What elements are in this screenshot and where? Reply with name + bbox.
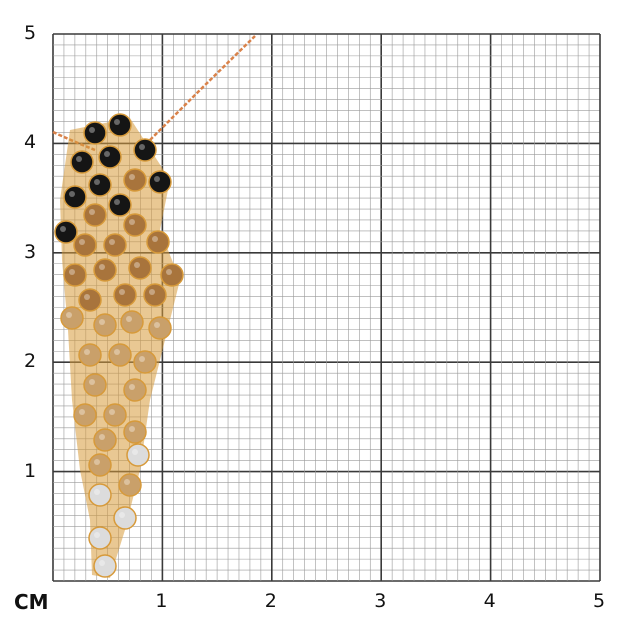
stone-highlight [79, 239, 85, 245]
cognac-stone [146, 230, 170, 254]
black-stone [63, 185, 87, 209]
white-stone [88, 526, 112, 550]
stone-highlight [139, 356, 145, 362]
x-tick-label: 5 [593, 590, 606, 612]
stone-highlight [69, 269, 75, 275]
cognac-stone [160, 263, 184, 287]
black-stone [108, 193, 132, 217]
cognac-stone [93, 258, 117, 282]
x-tick-label: 3 [374, 590, 387, 612]
black-stone [133, 138, 157, 162]
black-stone [108, 113, 132, 137]
champagne-stone [108, 343, 132, 367]
y-tick-label: 3 [24, 240, 37, 263]
cognac-stone [103, 233, 127, 257]
stone-highlight [154, 322, 160, 328]
stone-highlight [132, 449, 138, 455]
champagne-stone [103, 403, 127, 427]
champagne-stone [78, 343, 102, 367]
champagne-stone [60, 306, 84, 330]
cognac-stone [83, 203, 107, 227]
stone-highlight [119, 512, 125, 518]
stone-highlight [129, 384, 135, 390]
stone-highlight [60, 226, 66, 232]
white-stone [88, 483, 112, 507]
stone-highlight [126, 316, 132, 322]
stone-highlight [152, 236, 158, 242]
y-tick-label: 5 [24, 22, 37, 44]
champagne-stone [88, 453, 112, 477]
y-tick-label: 1 [24, 459, 37, 482]
stone-highlight [66, 312, 72, 318]
cognac-stone [78, 288, 102, 312]
champagne-stone [118, 473, 142, 497]
stone-highlight [134, 262, 140, 268]
black-stone [70, 150, 94, 174]
stone-highlight [124, 479, 130, 485]
stone-highlight [154, 176, 160, 182]
cognac-stone [143, 283, 167, 307]
stone-highlight [94, 532, 100, 538]
black-stone [54, 220, 78, 244]
stone-highlight [89, 127, 95, 133]
stone-highlight [99, 264, 105, 270]
champagne-stone [93, 428, 117, 452]
cognac-stone [113, 283, 137, 307]
champagne-stone [148, 316, 172, 340]
white-stone [113, 506, 137, 530]
stone-highlight [119, 289, 125, 295]
stone-highlight [109, 409, 115, 415]
champagne-stone [120, 310, 144, 334]
white-stone [93, 554, 117, 578]
stone-highlight [104, 151, 110, 157]
stone-highlight [109, 239, 115, 245]
stone-highlight [129, 174, 135, 180]
stone-highlight [94, 179, 100, 185]
champagne-stone [93, 313, 117, 337]
champagne-stone [83, 373, 107, 397]
black-stone [83, 121, 107, 145]
cognac-stone [63, 263, 87, 287]
stone-highlight [99, 560, 105, 566]
y-tick-label: 2 [24, 350, 37, 373]
champagne-stone [123, 378, 147, 402]
stone-highlight [129, 426, 135, 432]
unit-label: CM [14, 590, 49, 614]
stone-highlight [114, 349, 120, 355]
pendant [54, 113, 184, 578]
black-stone [98, 145, 122, 169]
cognac-stone [73, 233, 97, 257]
stone-highlight [139, 144, 145, 150]
stone-highlight [99, 434, 105, 440]
x-tick-label: 4 [483, 590, 496, 612]
stone-highlight [84, 294, 90, 300]
white-stone [126, 443, 150, 467]
x-tick-label: 1 [155, 590, 168, 612]
cognac-stone [123, 168, 147, 192]
stone-highlight [166, 269, 172, 275]
champagne-stone [133, 350, 157, 374]
stone-highlight [94, 459, 100, 465]
cognac-stone [128, 256, 152, 280]
stone-highlight [149, 289, 155, 295]
champagne-stone [73, 403, 97, 427]
champagne-stone [123, 420, 147, 444]
black-stone [148, 170, 172, 194]
stone-highlight [129, 219, 135, 225]
stone-highlight [84, 349, 90, 355]
stone-highlight [114, 119, 120, 125]
stone-highlight [89, 209, 95, 215]
stone-highlight [76, 156, 82, 162]
stone-highlight [114, 199, 120, 205]
black-stone [88, 173, 112, 197]
stone-highlight [94, 489, 100, 495]
stone-highlight [89, 379, 95, 385]
stone-highlight [79, 409, 85, 415]
stone-highlight [99, 319, 105, 325]
y-tick-label: 4 [24, 131, 37, 154]
cognac-stone [123, 213, 147, 237]
x-tick-label: 2 [264, 590, 277, 612]
stone-highlight [69, 191, 75, 197]
